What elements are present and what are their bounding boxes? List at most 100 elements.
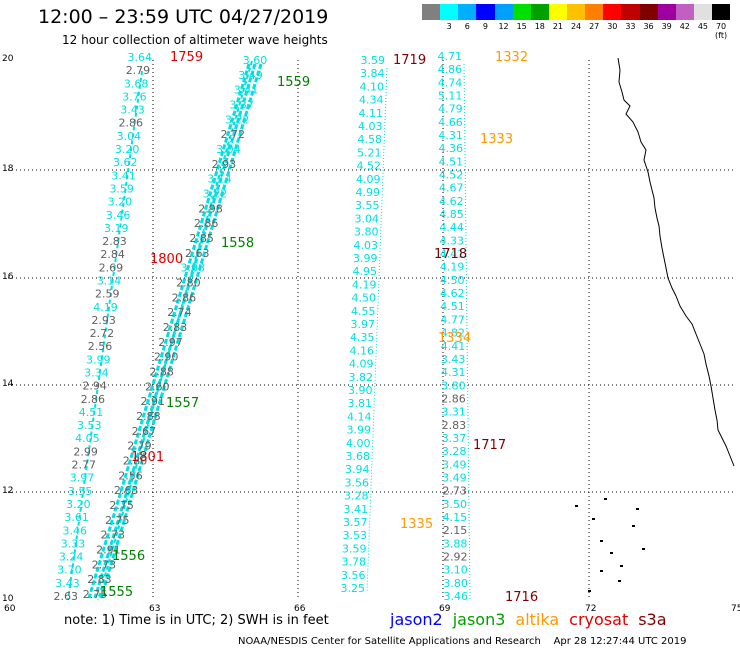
coastline-path xyxy=(617,57,735,467)
coastline xyxy=(575,57,735,592)
swh-value: 4.52 xyxy=(439,169,464,182)
swh-value: 3.08 xyxy=(181,262,206,275)
pass-time-label: 1557 xyxy=(166,396,199,411)
y-tick-label: 10 xyxy=(2,594,14,604)
swh-value: 3.99 xyxy=(86,353,111,366)
island-mark xyxy=(604,498,607,500)
swh-value: 4.50 xyxy=(352,292,377,305)
pass-time-label: 1555 xyxy=(100,585,133,600)
swh-value: 4.82 xyxy=(441,327,466,340)
swh-value: 2.75 xyxy=(83,588,108,601)
swh-value: 3.59 xyxy=(342,542,367,555)
swh-value: 2.84 xyxy=(100,248,125,261)
swh-value: 3.04 xyxy=(216,143,241,156)
swh-value: 2.72 xyxy=(221,128,246,141)
swh-value: 3.59 xyxy=(109,182,134,195)
swh-value: 4.74 xyxy=(438,76,463,89)
swh-value: 3.33 xyxy=(61,537,86,550)
swh-value: 3.84 xyxy=(360,67,385,80)
colorbar-swatch xyxy=(530,4,549,20)
swh-value: 4.50 xyxy=(440,274,465,287)
swh-value: 5.21 xyxy=(357,146,382,159)
swh-value: 2.94 xyxy=(82,380,107,393)
pass-time-label: 1334 xyxy=(438,331,471,346)
y-tick-label: 12 xyxy=(2,486,13,496)
pass-time-label: 1333 xyxy=(480,132,513,147)
island-mark xyxy=(575,505,578,507)
island-mark xyxy=(600,540,603,542)
track-swath xyxy=(87,63,251,599)
colorbar-swatch xyxy=(476,4,495,20)
swh-value: 3.70 xyxy=(57,564,82,577)
swh-value: 4.66 xyxy=(438,116,463,129)
colorbar-label: 3 xyxy=(446,22,452,31)
swh-value: 2.56 xyxy=(118,469,143,482)
colorbar-swatch xyxy=(567,4,586,20)
swh-value: 2.80 xyxy=(176,277,201,290)
swh-value: 3.49 xyxy=(238,69,263,82)
swh-value: 4.36 xyxy=(439,142,464,155)
swh-value: 3.68 xyxy=(124,77,149,90)
colorbar-label: 21 xyxy=(552,22,564,31)
tracks: 3.642.793.683.763.432.863.043.203.623.41… xyxy=(54,50,471,603)
swh-value: 2.63 xyxy=(54,590,79,603)
island-mark xyxy=(642,548,645,550)
swh-value: 3.49 xyxy=(442,471,467,484)
swh-value: 3.43 xyxy=(441,353,466,366)
x-tick-label: 75 xyxy=(731,604,740,614)
swh-value: 3.22 xyxy=(225,113,250,126)
swh-value: 2.97 xyxy=(158,336,183,349)
swh-value: 4.79 xyxy=(438,103,463,116)
swh-value: 4.14 xyxy=(347,410,372,423)
colorbar-label: 27 xyxy=(589,22,600,31)
swh-value: 3.41 xyxy=(111,169,136,182)
swh-value: 2.88 xyxy=(149,366,174,379)
swh-value: 3.90 xyxy=(348,384,373,397)
swh-value: 2.63 xyxy=(114,484,139,497)
pass-time-label: 1801 xyxy=(131,450,164,465)
colorbar-swatch xyxy=(675,4,694,20)
colorbar-swatch xyxy=(639,4,658,20)
swh-value: 4.62 xyxy=(440,287,465,300)
credit-line: NOAA/NESDIS Center for Satellite Applica… xyxy=(238,636,687,647)
swh-value: 2.99 xyxy=(73,445,98,458)
y-tick-label: 18 xyxy=(2,164,14,174)
island-mark xyxy=(620,565,623,567)
swh-value: 2.74 xyxy=(167,306,192,319)
legend-item: s3a xyxy=(638,610,667,629)
axis-ticks: 60 63 66 69 72 75 10 12 14 16 18 20 xyxy=(2,54,740,614)
swh-value: 3.99 xyxy=(347,424,372,437)
swh-value: 4.33 xyxy=(440,234,465,247)
colorbar-swatch xyxy=(657,4,676,20)
swh-value: 2.79 xyxy=(126,64,151,77)
colorbar-label: 18 xyxy=(534,22,545,31)
swh-value: 2.86 xyxy=(172,291,197,304)
swh-value: 4.86 xyxy=(438,63,463,76)
swh-value: 4.19 xyxy=(93,301,118,314)
island-mark xyxy=(592,518,595,520)
swh-value: 4.09 xyxy=(349,358,374,371)
x-tick-label: 60 xyxy=(4,604,16,614)
legend-item: cryosat xyxy=(569,610,629,629)
swh-value: 4.19 xyxy=(440,261,465,274)
swh-value: 2.83 xyxy=(163,321,188,334)
swh-value: 3.24 xyxy=(59,551,84,564)
swh-value: 4.03 xyxy=(358,120,383,133)
colorbar-swatch xyxy=(422,4,441,20)
swh-value: 3.37 xyxy=(229,99,254,112)
x-tick-label: 69 xyxy=(439,604,451,614)
swh-value: 3.50 xyxy=(442,498,467,511)
swh-value: 3.10 xyxy=(443,564,468,577)
colorbar-swatch xyxy=(621,4,640,20)
satellite-legend: jason2 jason3 altika cryosat s3a xyxy=(390,610,677,629)
pass-time-label: 1556 xyxy=(112,549,145,564)
colorbar-swatch xyxy=(693,4,712,20)
swh-value: 3.04 xyxy=(117,130,142,143)
swh-value: 2.86 xyxy=(194,217,219,230)
swh-value: 4.51 xyxy=(440,300,465,313)
swh-value: 3.78 xyxy=(342,556,367,569)
swh-value: 2.73 xyxy=(442,485,467,498)
swh-value: 2.67 xyxy=(132,425,157,438)
swh-value: 4.34 xyxy=(359,94,384,107)
swh-value: 3.94 xyxy=(345,463,370,476)
